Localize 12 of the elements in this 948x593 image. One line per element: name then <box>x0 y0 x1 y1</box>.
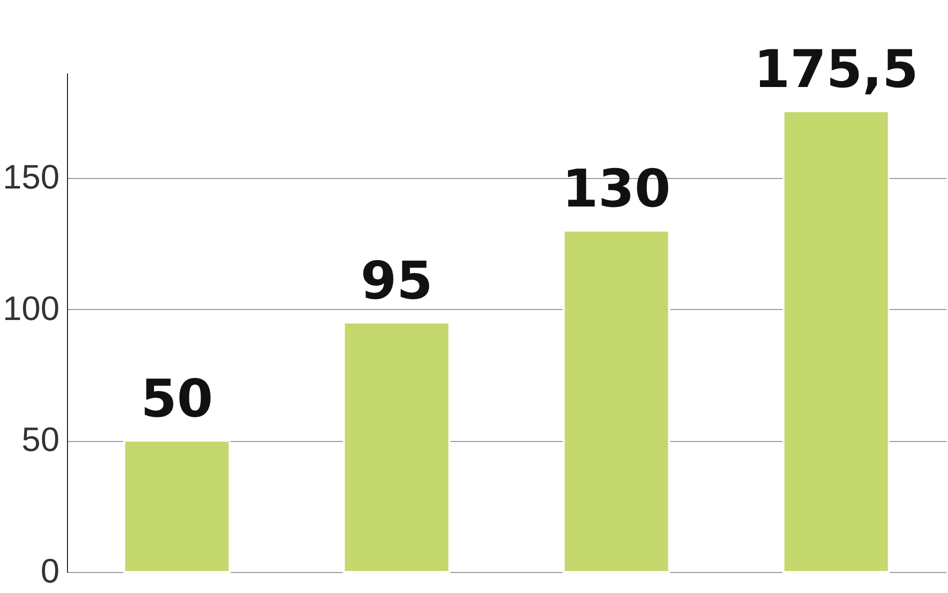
bar <box>342 322 450 573</box>
bar <box>123 440 231 573</box>
y-tick-label: 50 <box>22 421 60 460</box>
y-tick-label: 150 <box>2 158 60 197</box>
y-tick-label: 0 <box>40 552 60 590</box>
bar <box>782 110 890 573</box>
y-tick-label: 100 <box>2 290 60 328</box>
data-label: 130 <box>562 160 671 220</box>
data-label: 50 <box>140 370 214 430</box>
bar <box>562 230 670 573</box>
data-label: 175,5 <box>754 40 918 100</box>
data-label: 95 <box>360 252 433 312</box>
